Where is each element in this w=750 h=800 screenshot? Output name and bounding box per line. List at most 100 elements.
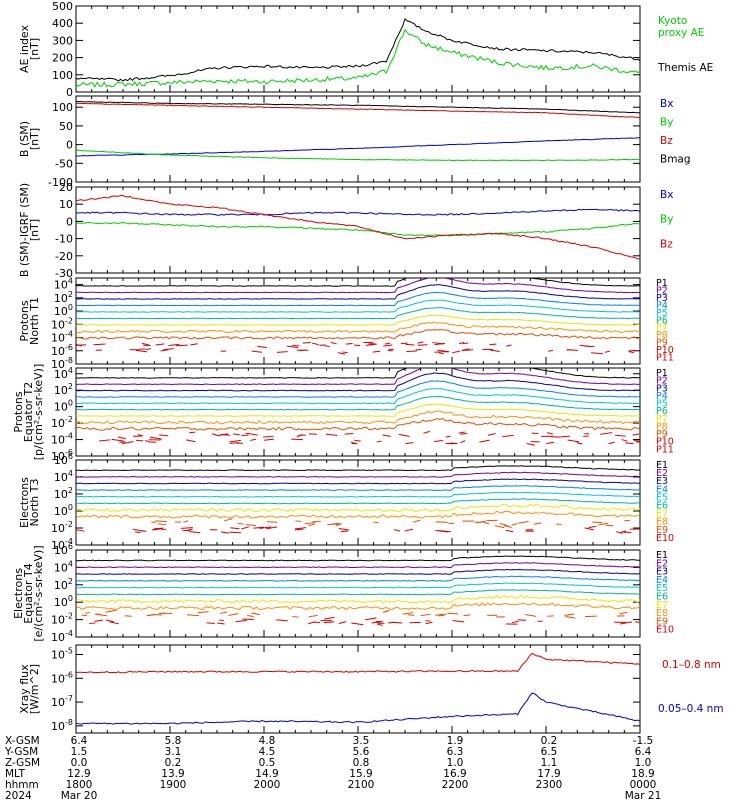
channel-P7-line	[76, 403, 640, 417]
legend-P5: P5	[656, 308, 668, 319]
channel-E9-segment	[251, 612, 260, 616]
channel-E9-segment	[85, 612, 91, 614]
legend-P10: P10	[656, 437, 674, 448]
channel-P11-segment	[251, 350, 262, 353]
legend-E1: E1	[656, 550, 668, 561]
channel-P10-segment	[489, 343, 497, 346]
channel-E2-line	[76, 562, 640, 569]
channel-E1-line	[76, 465, 640, 472]
y-tick-label: 10-8	[51, 356, 73, 371]
y-tick-label: 10	[59, 198, 73, 211]
table-value: 0.0	[71, 757, 88, 769]
channel-E9-segment	[247, 614, 254, 617]
channel-E10-segment	[217, 622, 225, 625]
panel-8: 10-8 10-7 10-6 10-5 Xray flux[W/m^2] 0.1–0.8 …	[18, 644, 724, 734]
legend-E4: E4	[656, 484, 668, 495]
y-tick-label: 400	[52, 17, 73, 30]
channel-P3-line	[76, 372, 640, 392]
channel-P11-segment	[604, 350, 611, 353]
y-tick-label: 106	[54, 452, 73, 467]
channel-P10-segment	[344, 433, 354, 435]
table-value: 1.0	[447, 757, 464, 769]
row-label: Z-GSM	[5, 757, 40, 769]
channel-P11-segment	[479, 439, 490, 443]
channel-E9-segment	[504, 525, 512, 528]
table-value: Mar 20	[61, 790, 98, 800]
channel-E10-segment	[376, 623, 383, 626]
channel-E9-segment	[312, 520, 321, 523]
channel-E9-segment	[335, 523, 342, 527]
channel-P4-line	[76, 380, 640, 398]
channel-E10-segment	[259, 526, 272, 530]
channel-P10-segment	[382, 434, 391, 437]
y-tick-label: 10-2	[51, 316, 73, 331]
channel-P2-line	[76, 278, 640, 294]
channel-P10-segment	[190, 343, 198, 346]
channel-E9-segment	[598, 522, 609, 526]
channel-E10-segment	[229, 531, 242, 534]
channel-E10-segment	[404, 528, 414, 532]
channel-E9-segment	[292, 616, 299, 618]
table-value: 2000	[254, 779, 281, 791]
channel-E10-segment	[517, 619, 527, 621]
legend-E5: E5	[656, 492, 668, 503]
channel-P11-segment	[415, 348, 422, 351]
y-tick-label: -50	[55, 157, 73, 170]
table-value: 4.5	[259, 746, 276, 758]
table-value: 13.9	[161, 768, 184, 780]
panel-frame	[75, 277, 641, 365]
channel-E9-segment	[304, 522, 316, 525]
channel-E2-line	[76, 471, 640, 478]
channel-P8-line	[76, 321, 640, 334]
channel-E10-segment	[324, 616, 335, 620]
table-value: 2200	[442, 779, 469, 791]
table-value: 2100	[348, 779, 375, 791]
table-value: 1.5	[71, 746, 88, 758]
y-axis-label: [e/(cm²-s-sr-keV)]	[32, 545, 45, 641]
y-tick-label: 20	[59, 181, 73, 194]
channel-P11-segment	[263, 438, 274, 441]
orbit-time-table: X-GSMY-GSMZ-GSMMLThhmm20246.41.50.012.91…	[4, 735, 661, 800]
channel-P11-segment	[637, 349, 640, 352]
panel-3: -30 -20 -10 0 10 20 B (SM)-IGRF (SM)[nT] Bx By Bz	[18, 181, 673, 280]
channel-E9-segment	[564, 613, 575, 616]
channel-E10-segment	[154, 528, 166, 530]
table-value: 17.9	[537, 768, 560, 780]
y-tick-label: 10-4	[51, 537, 73, 552]
legend-P3: P3	[656, 383, 668, 394]
y-tick-label: 10-5	[51, 647, 73, 662]
channel-E10-segment	[253, 526, 265, 529]
y-tick-label: 200	[52, 52, 73, 65]
table-value: 0000	[630, 779, 657, 791]
channel-E3-line	[76, 478, 640, 485]
series-line-themis-ae	[76, 18, 640, 82]
y-tick-label: 0	[66, 215, 73, 228]
channel-P10-segment	[296, 434, 304, 438]
y-tick-label: -20	[55, 250, 73, 263]
panel-frame	[75, 644, 641, 734]
channel-P10-segment	[330, 341, 337, 345]
channel-P11-segment	[354, 439, 361, 442]
channel-P11-segment	[338, 352, 345, 355]
channel-P11-segment	[452, 350, 460, 354]
legend-P3: P3	[656, 293, 668, 304]
channel-E10-segment	[206, 622, 215, 625]
channel-P10-segment	[189, 431, 196, 434]
channel-P11-segment	[621, 439, 628, 442]
table-value: 3.1	[165, 746, 182, 758]
legend-E9: E9	[656, 525, 668, 536]
channel-E9-segment	[402, 612, 414, 615]
channel-E9-segment	[183, 520, 189, 523]
channel-P10-segment	[405, 343, 415, 346]
y-tick-label: 104	[54, 559, 73, 574]
y-tick-label: 10-2	[51, 520, 73, 535]
table-value: 6.4	[635, 746, 652, 758]
channel-P3-line	[76, 284, 640, 300]
y-tick-label: 104	[54, 366, 73, 381]
channel-P10-segment	[159, 434, 169, 437]
table-value: 1.1	[541, 757, 558, 769]
channel-P10-segment	[445, 435, 451, 438]
channel-E10-segment	[189, 531, 201, 534]
